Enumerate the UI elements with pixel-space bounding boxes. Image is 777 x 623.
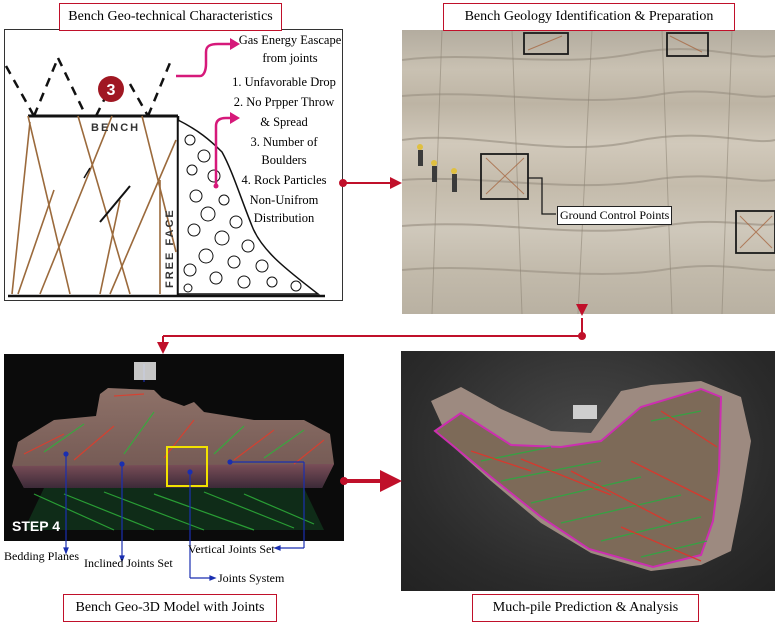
effect-item-3: & Spread: [260, 115, 308, 129]
vertical-joints-label: Vertical Joints Set: [188, 542, 275, 556]
dashed-joint-line: [32, 57, 60, 117]
effect-item-8: Distribution: [253, 211, 315, 225]
muckpile-outline: [433, 387, 723, 569]
rubble-pile: [177, 118, 321, 295]
joints-system-label: Joints System: [218, 571, 285, 585]
geo-3d-model-image: [4, 354, 344, 541]
effect-item-2: 2. No Prpper Throw: [233, 95, 335, 109]
effect-item-4: 3. Number of: [250, 135, 318, 149]
ground-control-label: Ground Control Points: [557, 206, 673, 225]
inclined-joints-label: Inclined Joints Set: [84, 556, 173, 570]
dashed-joint-line: [56, 57, 88, 117]
bedding-planes-label: Bedding Planes: [4, 549, 79, 563]
geo-3d-title: Bench Geo-3D Model with Joints: [63, 594, 277, 622]
workers: [417, 144, 457, 192]
step-4-label: STEP 4: [12, 518, 60, 534]
geotech-title: Bench Geo-technical Characteristics: [59, 3, 282, 31]
geology-title: Bench Geology Identification & Preparati…: [443, 3, 735, 31]
free-face-label: FREE FACE: [164, 208, 176, 288]
joints-highlight-box: [166, 446, 208, 487]
dashed-joint-line: [94, 83, 114, 117]
effect-item-7: Non-Unifrom: [249, 193, 319, 207]
dashed-joint-line: [128, 83, 150, 117]
muckpile-title: Much-pile Prediction & Analysis: [472, 594, 699, 622]
dashed-joint-line: [146, 57, 174, 117]
effect-item-1: 1. Unfavorable Drop: [232, 75, 336, 89]
effects-arrow: [214, 116, 230, 186]
gas-energy-line2: from joints: [262, 51, 318, 65]
ground-control-markers: [480, 32, 775, 254]
step-number-circle: [98, 76, 124, 102]
effect-item-6: 4. Rock Particles: [241, 173, 327, 187]
geology-photo: [402, 30, 775, 314]
gas-arrow: [176, 42, 230, 78]
gas-energy-line1: Gas Energy Eascape: [238, 33, 342, 47]
bench-label: BENCH: [91, 122, 140, 134]
muckpile-model-image: [401, 351, 775, 591]
step-number-text: 3: [107, 82, 116, 99]
effect-item-5: Boulders: [261, 153, 307, 167]
effects-arrow-dot: [213, 183, 219, 189]
